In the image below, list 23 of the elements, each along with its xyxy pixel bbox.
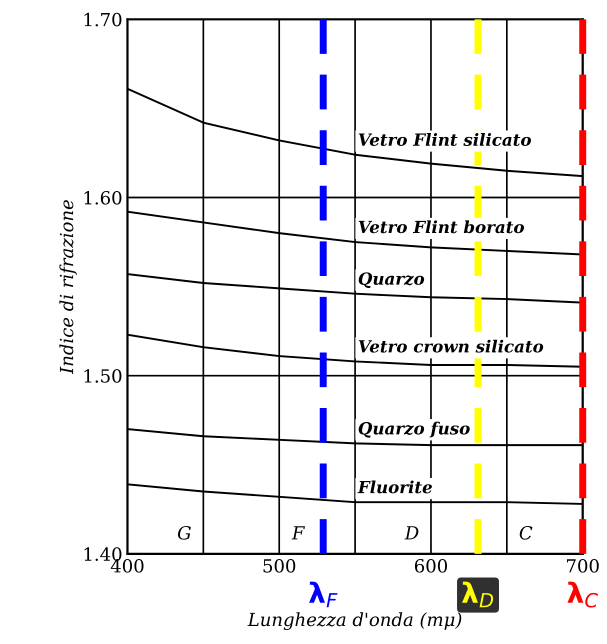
ref-line-label: λ$_{D}$: [462, 582, 494, 608]
annotation: F: [292, 526, 305, 540]
ref-line-label: λ$_{F}$: [309, 582, 338, 608]
y-axis-title: Indice di rifrazione: [59, 200, 77, 374]
ref-line-label: λ$_{C}$: [567, 582, 598, 608]
annotation: C: [520, 526, 532, 540]
x-tick-label: 600: [414, 559, 447, 573]
x-tick-label: 400: [110, 559, 144, 573]
series-label: Fluorite: [357, 480, 432, 494]
series-label: Quarzo: [358, 272, 424, 288]
y-tick-label: 1.50: [84, 369, 122, 383]
series-label: Vetro Flint silicato: [358, 133, 531, 146]
y-tick-label: 1.60: [84, 190, 122, 205]
x-tick-label: 500: [264, 559, 296, 573]
x-tick-label: 700: [567, 559, 599, 573]
annotation: D: [404, 526, 418, 540]
series-label: Vetro Flint borato: [358, 220, 524, 234]
y-tick-label: 1.40: [84, 547, 122, 561]
annotation: G: [178, 526, 191, 540]
series-label: Quarzo fuso: [358, 422, 470, 438]
series-label: Vetro crown silicato: [358, 340, 544, 353]
x-axis-title: Lunghezza d'onda (mμ): [247, 612, 462, 630]
y-tick-label: 1.70: [84, 12, 122, 26]
